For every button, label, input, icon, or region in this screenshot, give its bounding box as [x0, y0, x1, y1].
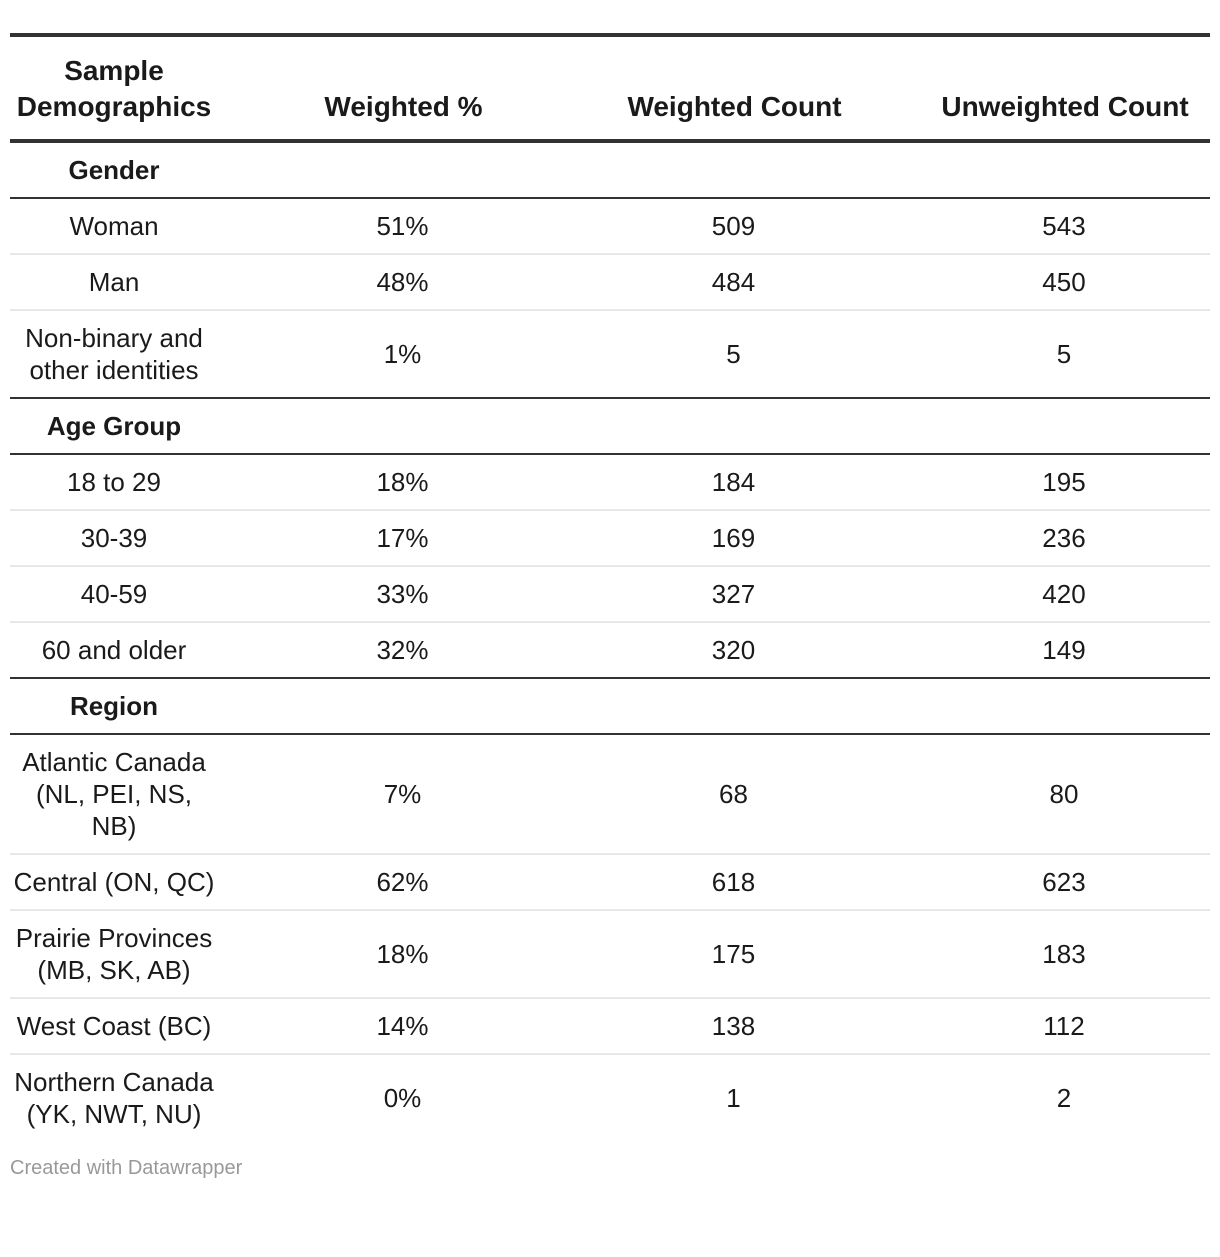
section-title: Region	[69, 691, 159, 721]
weighted-pct-value: 33%	[376, 579, 429, 609]
unweighted-count-value: 450	[1042, 267, 1086, 297]
section-title: Age Group	[46, 411, 182, 441]
weighted-pct-value: 48%	[376, 267, 429, 297]
weighted-pct-value: 1%	[383, 339, 422, 369]
weighted-pct-value: 62%	[376, 867, 429, 897]
weighted-count-value: 5	[726, 339, 741, 369]
row-label: Central (ON, QC)	[13, 867, 215, 897]
unweighted-count-value: 5	[1056, 339, 1072, 369]
weighted-pct-value: 51%	[376, 211, 429, 241]
weighted-count-value: 138	[711, 1011, 756, 1041]
weighted-count-value: 1	[726, 1083, 741, 1113]
column-header-sample-demographics: Sample Demographics	[16, 55, 212, 122]
weighted-count-value: 327	[711, 579, 756, 609]
weighted-pct-value: 18%	[376, 939, 429, 969]
weighted-pct-value: 0%	[383, 1083, 422, 1113]
demographics-table: Sample Demographics Weighted % Weighted …	[10, 33, 1210, 1141]
weighted-count-value: 484	[711, 267, 756, 297]
weighted-count-value: 169	[711, 523, 756, 553]
weighted-pct-value: 32%	[376, 635, 429, 665]
section-title: Gender	[68, 155, 160, 185]
demographics-table-container: Sample Demographics Weighted % Weighted …	[10, 33, 1210, 1141]
datawrapper-credit-link[interactable]: Created with Datawrapper	[10, 1157, 243, 1179]
weighted-pct-value: 18%	[376, 467, 429, 497]
table-row-man: Man 48% 484 450	[10, 254, 1210, 310]
row-label: Prairie Provinces (MB, SK, AB)	[15, 923, 213, 985]
weighted-count-value: 184	[711, 467, 756, 497]
row-label: 18 to 29	[67, 467, 161, 497]
table-row-woman: Woman 51% 509 543	[10, 198, 1210, 254]
row-label: 30-39	[80, 523, 148, 553]
table-row-60-and-older: 60 and older 32% 320 149	[10, 622, 1210, 678]
unweighted-count-value: 543	[1042, 211, 1086, 241]
row-label: Non-binary and other identities	[25, 323, 203, 385]
unweighted-count-value: 2	[1056, 1083, 1072, 1113]
unweighted-count-value: 183	[1042, 939, 1086, 969]
table-row-18-to-29: 18 to 29 18% 184 195	[10, 454, 1210, 510]
row-label: Woman	[69, 211, 159, 241]
row-label: 60 and older	[41, 635, 187, 665]
section-header-gender: Gender	[10, 141, 1210, 198]
unweighted-count-value: 236	[1042, 523, 1086, 553]
table-row-northern-canada: Northern Canada (YK, NWT, NU) 0% 1 2	[10, 1054, 1210, 1141]
table-row-30-39: 30-39 17% 169 236	[10, 510, 1210, 566]
column-header-weighted-count: Weighted Count	[627, 91, 842, 122]
weighted-count-value: 175	[711, 939, 756, 969]
table-row-non-binary: Non-binary and other identities 1% 5 5	[10, 310, 1210, 398]
row-label: Man	[88, 267, 140, 297]
section-header-age-group: Age Group	[10, 398, 1210, 454]
header-row: Sample Demographics Weighted % Weighted …	[10, 35, 1210, 141]
unweighted-count-value: 623	[1042, 867, 1086, 897]
table-header: Sample Demographics Weighted % Weighted …	[10, 35, 1210, 141]
table-row-atlantic-canada: Atlantic Canada (NL, PEI, NS, NB) 7% 68 …	[10, 734, 1210, 854]
table-row-west-coast: West Coast (BC) 14% 138 112	[10, 998, 1210, 1054]
row-label: Northern Canada (YK, NWT, NU)	[14, 1067, 214, 1129]
table-row-prairie-provinces: Prairie Provinces (MB, SK, AB) 18% 175 1…	[10, 910, 1210, 998]
unweighted-count-value: 195	[1042, 467, 1086, 497]
row-label: 40-59	[80, 579, 148, 609]
weighted-count-value: 618	[711, 867, 756, 897]
table-row-central: Central (ON, QC) 62% 618 623	[10, 854, 1210, 910]
table-row-40-59: 40-59 33% 327 420	[10, 566, 1210, 622]
weighted-pct-value: 7%	[383, 779, 422, 809]
unweighted-count-value: 80	[1049, 779, 1079, 809]
column-header-unweighted-count: Unweighted Count	[941, 91, 1189, 122]
row-label: Atlantic Canada (NL, PEI, NS, NB)	[22, 747, 206, 841]
unweighted-count-value: 420	[1042, 579, 1086, 609]
section-header-region: Region	[10, 678, 1210, 734]
row-label: West Coast (BC)	[16, 1011, 212, 1041]
unweighted-count-value: 149	[1042, 635, 1086, 665]
weighted-pct-value: 14%	[376, 1011, 429, 1041]
weighted-count-value: 320	[711, 635, 756, 665]
weighted-pct-value: 17%	[376, 523, 429, 553]
weighted-count-value: 509	[711, 211, 756, 241]
weighted-count-value: 68	[719, 779, 748, 809]
unweighted-count-value: 112	[1043, 1011, 1085, 1041]
column-header-weighted-pct: Weighted %	[324, 91, 483, 122]
